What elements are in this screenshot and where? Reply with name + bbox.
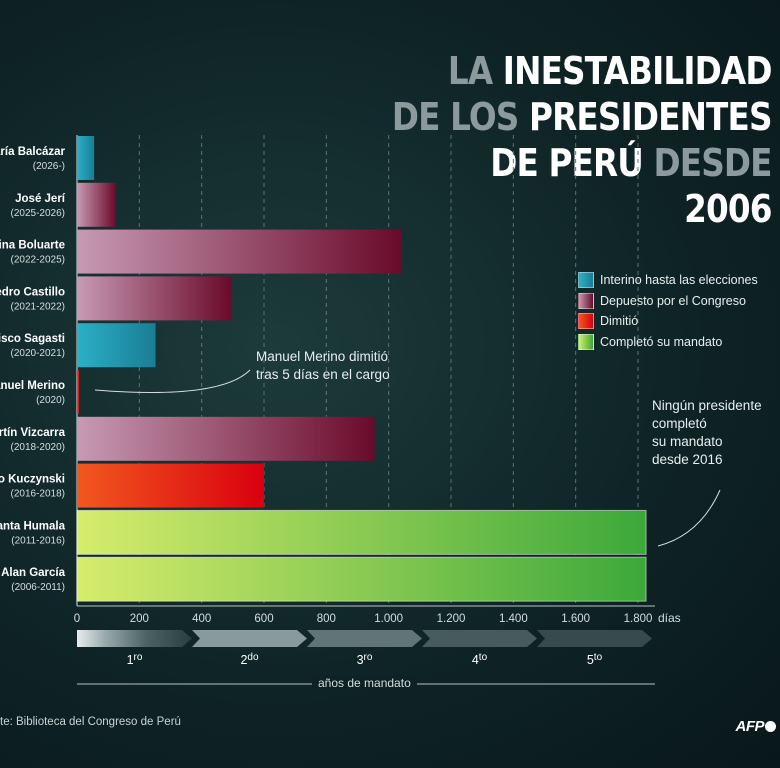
legend-item-dimitio: Dimitió [578,311,758,332]
bar [77,463,264,508]
bar-label-name: José Jerí [15,193,66,205]
annotation-ninguno: Ningún presidente completó su mandato de… [652,397,762,469]
annotation-line: Manuel Merino dimitió [256,349,389,364]
legend-label: Dimitió [600,314,639,329]
bar [77,276,232,321]
annotation-line: Ningún presidente [652,398,762,413]
logo-dot-icon [765,721,776,732]
legend-swatch [578,272,594,289]
bar [77,136,95,180]
term-chevron [307,630,422,647]
logo-text: AFP [735,718,765,735]
legend-label: Depuesto por el Congreso [600,293,746,308]
title-word: DESDE [653,141,773,185]
bar-label-period: (2016-2018) [11,489,65,500]
afp-logo: AFP [735,718,776,735]
x-tick-label: 1.600 [561,613,590,625]
legend-item-depuesto: Depuesto por el Congreso [578,291,758,312]
annotation-merino: Manuel Merino dimitió tras 5 días en el … [256,348,390,384]
term-chevron [422,630,537,647]
legend-label: Interino hasta las elecciones [600,273,758,288]
annotation-line: desde 2016 [652,452,723,467]
title-word: LA [448,49,504,93]
term-label: 1ro [127,652,143,667]
term-label: 4to [472,652,488,667]
bar-label-name: Alan García [1,567,66,579]
term-chevron [192,630,307,647]
title-line-1: LA INESTABILIDAD [392,48,773,94]
legend-swatch [578,292,594,309]
x-tick-label: 1.200 [437,613,466,625]
bar [77,370,79,414]
bar-label-period: (2020-2021) [11,348,65,359]
bar-label-period: (2018-2020) [11,442,65,453]
bar-label-name: artín Vizcarra [0,427,66,439]
x-tick-label: 200 [130,613,149,625]
title-word: DE PERÚ [490,141,654,185]
annotation-leader-ninguno [657,489,721,547]
term-chevron [77,630,192,647]
bar [77,323,156,368]
annotation-line: tras 5 días en el cargo [256,367,390,382]
bar-label-name: anuel Merino [0,380,65,392]
x-tick-label: 1.800 [624,613,653,625]
bar-label-name: ina Boluarte [0,240,65,252]
bar-label-period: (2021-2022) [11,301,65,312]
annotation-leader-merino [94,369,251,393]
legend-item-completo: Completó su mandato [578,332,758,353]
title-word: DE LOS [392,95,530,139]
x-tick-label: 1.000 [374,613,403,625]
x-tick-label: 400 [192,613,211,625]
bar-label-period: (2025-2026) [11,208,65,219]
term-label-sup: ro [364,652,373,663]
legend-item-interino: Interino hasta las elecciones [578,270,758,291]
legend-swatch [578,333,594,350]
terms-caption: años de mandato [312,676,417,690]
bar [76,556,647,602]
chart-title: LA INESTABILIDAD DE LOS PRESIDENTES DE P… [392,48,773,232]
title-line-3: DE PERÚ DESDE [392,140,773,186]
bar-label-name: cisco Sagasti [0,333,65,345]
x-tick-label: 600 [254,613,273,625]
title-line-4: 2006 [392,186,772,232]
bar-label-period: (2022-2025) [11,255,65,266]
term-label-sup: to [479,652,488,663]
bar-label-name: anta Humala [0,520,66,532]
title-word: INESTABILIDAD [503,49,773,93]
title-word: PRESIDENTES [529,95,773,139]
bar [77,229,402,274]
x-axis-unit: días [658,611,681,625]
bar-label-period: (2011-2016) [11,535,65,546]
term-label: 2do [240,652,259,667]
title-line-2: DE LOS PRESIDENTES [392,94,773,140]
term-label: 5to [587,652,603,667]
bar [77,416,375,461]
legend-label: Completó su mandato [600,334,723,349]
term-label-sup: do [247,652,259,663]
bar [76,509,647,555]
bar [77,182,116,227]
bar-label-period: (2020) [36,395,65,406]
term-label-sup: ro [134,652,143,663]
legend: Interino hasta las elecciones Depuesto p… [578,270,758,352]
x-tick-label: 1.400 [499,613,528,625]
x-tick-label: 800 [317,613,336,625]
x-tick-label: 0 [74,613,80,625]
source-note: te: Biblioteca del Congreso de Perú [0,716,181,728]
legend-swatch [578,313,594,330]
term-chevron [537,630,652,647]
bar-label-period: (2006-2011) [11,582,65,593]
title-word: 2006 [684,187,772,231]
annotation-line: completó [652,416,707,431]
term-label-sup: to [594,652,603,663]
term-label: 3ro [357,652,373,667]
bar-label-period: (2026-) [33,161,65,172]
bar-label-name: ro Kuczynski [0,474,65,486]
bar-label-name: aría Balcázar [0,146,66,158]
annotation-line: su mandato [652,434,723,449]
bar-label-name: edro Castillo [0,286,65,298]
